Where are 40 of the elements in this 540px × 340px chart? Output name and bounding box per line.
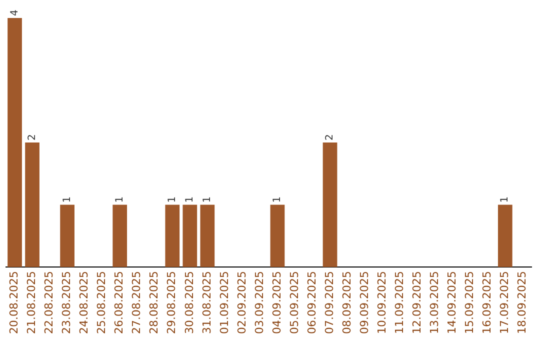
x-tick-label: 10.09.2025	[375, 271, 388, 334]
data-label: 4	[9, 10, 20, 16]
x-tick-label: 07.09.2025	[322, 271, 336, 334]
x-tick-label: 29.08.2025	[165, 271, 178, 334]
x-tick-label: 13.09.2025	[428, 271, 441, 334]
data-label: 1	[166, 196, 178, 203]
data-label: 1	[114, 196, 126, 203]
x-tick-label: 22.08.2025	[42, 271, 56, 334]
x-tick-label: 08.09.2025	[340, 271, 354, 334]
x-tick-label: 25.08.2025	[95, 271, 108, 334]
x-tick-label: 31.08.2025	[200, 271, 214, 334]
data-label: 2	[26, 134, 38, 141]
x-tick-label: 12.09.2025	[410, 271, 424, 334]
data-label: 1	[202, 196, 214, 203]
x-tick-label: 26.08.2025	[112, 271, 126, 334]
x-tick-label: 30.08.2025	[182, 271, 196, 334]
x-tick-label: 04.09.2025	[270, 271, 284, 334]
data-label: 1	[500, 196, 511, 203]
x-tick-label: 03.09.2025	[252, 271, 266, 334]
x-tick-label: 20.08.2025	[8, 271, 21, 334]
x-tick-label: 27.08.2025	[130, 271, 144, 334]
x-tick-label: 11.09.2025	[392, 271, 406, 334]
x-tick-label: 23.08.2025	[60, 271, 74, 334]
x-tick-label: 15.09.2025	[462, 271, 476, 334]
x-tick-label: 16.09.2025	[480, 271, 494, 334]
x-tick-label: 05.09.2025	[288, 271, 301, 334]
x-tick-label: 09.09.2025	[358, 271, 371, 334]
x-tick-label: 24.08.2025	[78, 271, 91, 334]
x-tick-label: 02.09.2025	[235, 271, 248, 334]
x-tick-label: 28.08.2025	[148, 271, 161, 334]
x-tick-label: 14.09.2025	[445, 271, 458, 334]
data-label: 2	[324, 134, 336, 141]
data-label: 1	[272, 196, 284, 203]
x-tick-label: 01.09.2025	[218, 271, 231, 334]
x-tick-label: 21.08.2025	[25, 271, 38, 334]
x-tick-label: 17.09.2025	[498, 271, 512, 334]
data-label: 1	[62, 196, 73, 203]
x-tick-label: 18.09.2025	[516, 271, 529, 334]
data-label: 1	[184, 196, 196, 203]
x-tick-label: 06.09.2025	[305, 271, 318, 334]
